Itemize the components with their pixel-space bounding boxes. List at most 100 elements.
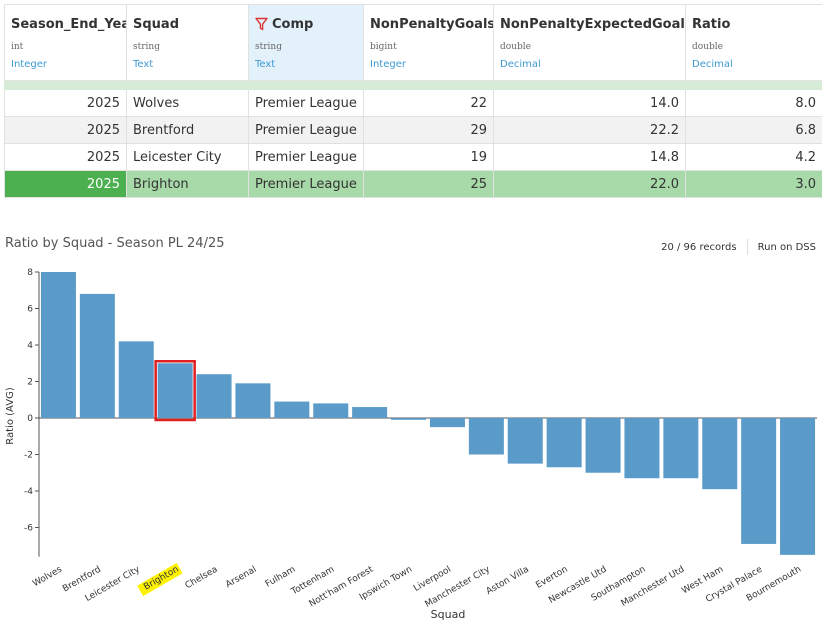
column-meaning[interactable]: Text [133, 59, 154, 70]
cell-comp[interactable]: Premier League [248, 89, 364, 117]
bar-southampton [624, 418, 660, 479]
cell-nonpenaltyexpectedgoals[interactable]: 14.8 [493, 143, 686, 171]
column-meaning[interactable]: Integer [11, 59, 47, 70]
quality-bar-cell [248, 80, 364, 90]
y-tick-label: -4 [24, 487, 33, 497]
cell-nonpenaltygoals[interactable]: 19 [363, 143, 494, 171]
data-table: Season_End_Year int Integer Squad string… [4, 4, 822, 198]
column-header-nonpenaltygoals[interactable]: NonPenaltyGoals bigint Integer [363, 4, 494, 81]
y-tick-label: 6 [27, 305, 33, 315]
column-name: Ratio [692, 16, 731, 32]
bar-arsenal [235, 383, 271, 418]
x-tick-label: Chelsea [184, 565, 220, 592]
y-tick-label: 0 [27, 414, 33, 424]
cell-nonpenaltygoals[interactable]: 29 [363, 116, 494, 144]
run-on-dss-button[interactable]: Run on DSS [757, 241, 816, 253]
table-row-selected[interactable]: 2025 Brighton Premier League 25 22.0 3.0 [4, 170, 822, 198]
table-row[interactable]: 2025 Wolves Premier League 22 14.0 8.0 [4, 89, 822, 117]
y-tick-label: 4 [27, 341, 33, 351]
column-name: Squad [133, 16, 180, 32]
x-tick-label: Wolves [31, 564, 64, 589]
quality-bar-cell [493, 80, 686, 90]
x-tick-label: Nott'ham Forest [308, 564, 376, 609]
y-tick-label: -6 [24, 524, 33, 534]
table-row[interactable]: 2025 Leicester City Premier League 19 14… [4, 143, 822, 171]
bar-newcastle-utd [585, 418, 621, 473]
bar-bournemouth [780, 418, 816, 555]
bar-nott-ham-forest [352, 407, 388, 418]
cell-ratio[interactable]: 8.0 [685, 89, 822, 117]
table-row[interactable]: 2025 Brentford Premier League 29 22.2 6.… [4, 116, 822, 144]
bar-crystal-palace [741, 418, 777, 544]
cell-nonpenaltygoals[interactable]: 22 [363, 89, 494, 117]
quality-bar-cell [363, 80, 494, 90]
bar-manchester-city [468, 418, 504, 455]
bar-wolves [40, 272, 76, 418]
filter-funnel-icon[interactable] [255, 17, 268, 31]
column-header-season-end-year[interactable]: Season_End_Year int Integer [4, 4, 127, 81]
column-name: Season_End_Year [11, 16, 127, 32]
x-tick-label: Arsenal [224, 565, 258, 591]
y-tick-label: 8 [27, 268, 33, 278]
cell-comp[interactable]: Premier League [248, 116, 364, 144]
cell-comp[interactable]: Premier League [248, 170, 364, 198]
column-storage-type: double [500, 42, 531, 52]
column-meaning[interactable]: Decimal [692, 59, 733, 70]
cell-ratio[interactable]: 4.2 [685, 143, 822, 171]
x-axis-title: Squad [431, 608, 466, 621]
column-meaning[interactable]: Text [255, 59, 276, 70]
x-tick-label: Manchester City [424, 564, 493, 610]
bar-brentford [79, 293, 115, 418]
bar-chelsea [196, 374, 232, 418]
column-storage-type: string [133, 42, 160, 52]
cell-season-end-year[interactable]: 2025 [4, 143, 127, 171]
cell-nonpenaltyexpectedgoals[interactable]: 14.0 [493, 89, 686, 117]
cell-squad[interactable]: Wolves [126, 89, 249, 117]
quality-bar-cell [126, 80, 249, 90]
column-storage-type: double [692, 42, 723, 52]
cell-ratio[interactable]: 6.8 [685, 116, 822, 144]
quality-bar-cell [685, 80, 822, 90]
bar-tottenham [313, 403, 349, 418]
bar-ipswich-town [391, 418, 427, 420]
bar-everton [546, 418, 582, 468]
x-label-highlight [137, 562, 183, 597]
chart-toolbar: 20 / 96 records Run on DSS [661, 239, 816, 255]
cell-squad[interactable]: Brentford [126, 116, 249, 144]
cell-squad[interactable]: Brighton [126, 170, 249, 198]
column-header-comp[interactable]: Comp string Text [248, 4, 364, 81]
column-storage-type: int [11, 42, 24, 52]
column-meaning[interactable]: Integer [370, 59, 406, 70]
cell-season-end-year[interactable]: 2025 [4, 170, 127, 198]
bar-west-ham [702, 418, 738, 490]
cell-squad[interactable]: Leicester City [126, 143, 249, 171]
column-storage-type: bigint [370, 42, 397, 52]
cell-season-end-year[interactable]: 2025 [4, 116, 127, 144]
cell-nonpenaltyexpectedgoals[interactable]: 22.0 [493, 170, 686, 198]
y-axis-title: Ratio (AVG) [5, 387, 16, 445]
x-tick-label: Aston Villa [485, 565, 531, 597]
column-storage-type: string [255, 42, 282, 52]
column-meaning[interactable]: Decimal [500, 59, 541, 70]
column-name: NonPenaltyGoals [370, 16, 494, 32]
cell-nonpenaltygoals[interactable]: 25 [363, 170, 494, 198]
cell-season-end-year[interactable]: 2025 [4, 89, 127, 117]
bar-liverpool [429, 418, 465, 428]
column-header-ratio[interactable]: Ratio double Decimal [685, 4, 822, 81]
column-name-row: Comp [255, 14, 357, 34]
column-quality-bar [4, 80, 822, 90]
bar-aston-villa [507, 418, 543, 464]
cell-ratio[interactable]: 3.0 [685, 170, 822, 198]
y-tick-label: -2 [24, 451, 33, 461]
bar-fulham [274, 401, 310, 418]
cell-nonpenaltyexpectedgoals[interactable]: 22.2 [493, 116, 686, 144]
column-header-squad[interactable]: Squad string Text [126, 4, 249, 81]
highlight-box [154, 360, 196, 422]
header-row: Season_End_Year int Integer Squad string… [4, 4, 822, 81]
x-tick-label: Brighton [142, 565, 180, 593]
column-name: NonPenaltyExpectedGoals [500, 16, 686, 32]
column-header-nonpenaltyexpectedgoals[interactable]: NonPenaltyExpectedGoals double Decimal [493, 4, 686, 81]
cell-comp[interactable]: Premier League [248, 143, 364, 171]
quality-bar-cell [4, 80, 127, 90]
